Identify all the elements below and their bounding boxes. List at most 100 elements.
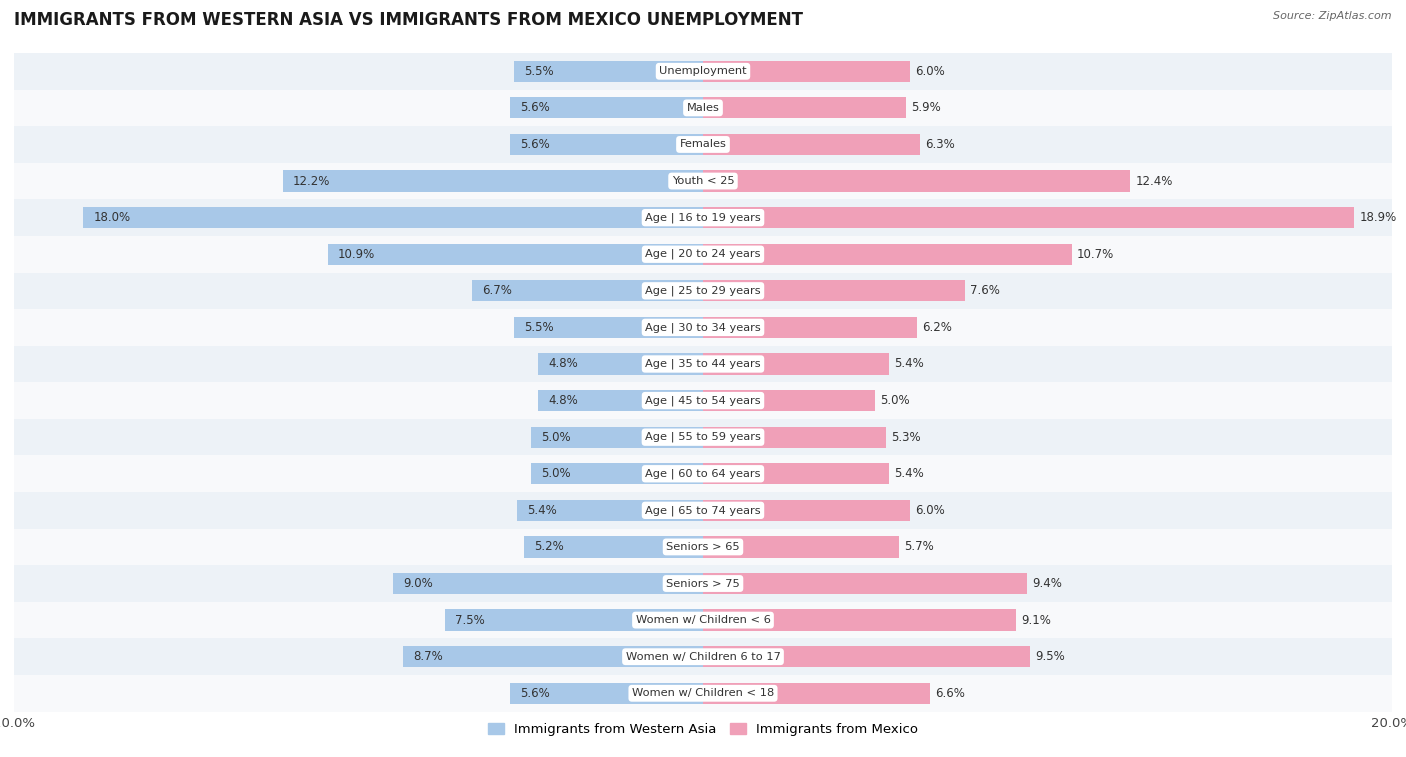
Bar <box>537 390 703 411</box>
Bar <box>14 199 1392 236</box>
Bar <box>14 565 1392 602</box>
Bar <box>14 89 1392 126</box>
Bar <box>14 602 1392 638</box>
Bar <box>14 309 1392 346</box>
Bar <box>517 500 703 521</box>
Bar <box>14 675 1392 712</box>
Text: Age | 60 to 64 years: Age | 60 to 64 years <box>645 469 761 479</box>
Text: 12.4%: 12.4% <box>1135 175 1173 188</box>
Bar <box>83 207 703 229</box>
Text: Males: Males <box>686 103 720 113</box>
Bar <box>14 638 1392 675</box>
Bar <box>531 463 703 484</box>
Text: 18.9%: 18.9% <box>1360 211 1396 224</box>
Bar <box>14 236 1392 273</box>
Bar <box>14 492 1392 528</box>
Bar <box>513 61 703 82</box>
Text: Women w/ Children < 6: Women w/ Children < 6 <box>636 615 770 625</box>
Text: 5.5%: 5.5% <box>524 321 554 334</box>
Bar <box>703 500 910 521</box>
Text: 8.7%: 8.7% <box>413 650 443 663</box>
Text: 5.6%: 5.6% <box>520 687 550 699</box>
Text: Age | 55 to 59 years: Age | 55 to 59 years <box>645 432 761 442</box>
Bar <box>513 316 703 338</box>
Bar <box>14 273 1392 309</box>
Bar <box>510 97 703 119</box>
Bar <box>703 316 917 338</box>
Bar <box>404 646 703 668</box>
Bar <box>703 646 1031 668</box>
Bar <box>703 244 1071 265</box>
Legend: Immigrants from Western Asia, Immigrants from Mexico: Immigrants from Western Asia, Immigrants… <box>482 718 924 741</box>
Bar <box>703 573 1026 594</box>
Text: Unemployment: Unemployment <box>659 67 747 76</box>
Text: 18.0%: 18.0% <box>93 211 131 224</box>
Text: Age | 20 to 24 years: Age | 20 to 24 years <box>645 249 761 260</box>
Text: Women w/ Children 6 to 17: Women w/ Children 6 to 17 <box>626 652 780 662</box>
Text: 6.0%: 6.0% <box>915 65 945 78</box>
Bar <box>703 426 886 448</box>
Bar <box>14 528 1392 565</box>
Bar <box>283 170 703 192</box>
Text: 5.4%: 5.4% <box>527 504 557 517</box>
Bar <box>510 134 703 155</box>
Text: 10.9%: 10.9% <box>337 248 375 260</box>
Text: 4.8%: 4.8% <box>548 357 578 370</box>
Bar <box>472 280 703 301</box>
Text: 5.0%: 5.0% <box>541 431 571 444</box>
Text: Age | 16 to 19 years: Age | 16 to 19 years <box>645 213 761 223</box>
Text: 7.6%: 7.6% <box>970 285 1000 298</box>
Bar <box>703 207 1354 229</box>
Bar <box>703 536 900 558</box>
Text: 5.4%: 5.4% <box>894 467 924 480</box>
Bar <box>537 354 703 375</box>
Bar <box>703 683 931 704</box>
Text: Seniors > 75: Seniors > 75 <box>666 578 740 588</box>
Text: 6.7%: 6.7% <box>482 285 512 298</box>
Text: 5.0%: 5.0% <box>541 467 571 480</box>
Text: 9.4%: 9.4% <box>1032 577 1062 590</box>
Text: 5.9%: 5.9% <box>911 101 941 114</box>
Bar <box>531 426 703 448</box>
Text: 6.6%: 6.6% <box>935 687 966 699</box>
Bar <box>14 346 1392 382</box>
Text: Age | 45 to 54 years: Age | 45 to 54 years <box>645 395 761 406</box>
Bar <box>703 61 910 82</box>
Bar <box>703 354 889 375</box>
Bar <box>14 53 1392 89</box>
Text: Youth < 25: Youth < 25 <box>672 176 734 186</box>
Text: 5.5%: 5.5% <box>524 65 554 78</box>
Bar <box>703 390 875 411</box>
Text: Seniors > 65: Seniors > 65 <box>666 542 740 552</box>
Text: 9.5%: 9.5% <box>1035 650 1066 663</box>
Text: Women w/ Children < 18: Women w/ Children < 18 <box>631 688 775 698</box>
Bar <box>444 609 703 631</box>
Text: 9.1%: 9.1% <box>1022 614 1052 627</box>
Text: IMMIGRANTS FROM WESTERN ASIA VS IMMIGRANTS FROM MEXICO UNEMPLOYMENT: IMMIGRANTS FROM WESTERN ASIA VS IMMIGRAN… <box>14 11 803 30</box>
Text: 6.3%: 6.3% <box>925 138 955 151</box>
Text: 4.8%: 4.8% <box>548 394 578 407</box>
Bar <box>14 456 1392 492</box>
Text: 5.2%: 5.2% <box>534 540 564 553</box>
Bar <box>510 683 703 704</box>
Text: Source: ZipAtlas.com: Source: ZipAtlas.com <box>1274 11 1392 21</box>
Text: 9.0%: 9.0% <box>404 577 433 590</box>
Bar <box>703 134 920 155</box>
Text: 12.2%: 12.2% <box>292 175 330 188</box>
Text: Age | 30 to 34 years: Age | 30 to 34 years <box>645 322 761 332</box>
Text: 5.0%: 5.0% <box>880 394 910 407</box>
Text: 6.0%: 6.0% <box>915 504 945 517</box>
Text: 5.3%: 5.3% <box>891 431 921 444</box>
Bar <box>703 463 889 484</box>
Text: Age | 25 to 29 years: Age | 25 to 29 years <box>645 285 761 296</box>
Bar <box>14 126 1392 163</box>
Bar <box>703 170 1130 192</box>
Bar <box>703 280 965 301</box>
Text: Age | 35 to 44 years: Age | 35 to 44 years <box>645 359 761 369</box>
Text: 7.5%: 7.5% <box>456 614 485 627</box>
Bar <box>703 97 907 119</box>
Text: Females: Females <box>679 139 727 149</box>
Bar <box>392 573 703 594</box>
Bar <box>14 163 1392 199</box>
Text: 6.2%: 6.2% <box>922 321 952 334</box>
